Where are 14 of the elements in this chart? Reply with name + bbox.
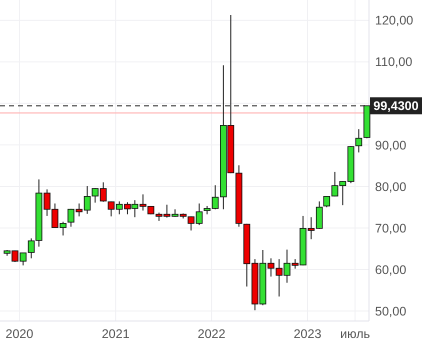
y-tick-label: 80,00	[375, 180, 406, 194]
y-tick-label: 110,00	[375, 55, 412, 70]
x-tick-label: 2023	[294, 327, 322, 341]
x-tick-label: 2021	[102, 327, 130, 341]
candlestick	[355, 128, 362, 153]
y-tick-label: 90,00	[375, 138, 406, 152]
y-tick-label: 50,00	[375, 304, 406, 318]
x-tick-label: 2020	[6, 327, 34, 341]
y-tick-label: 70,00	[375, 221, 406, 236]
ref-line-label: 99,4300	[373, 99, 419, 114]
x-tick-label: 2022	[198, 327, 226, 341]
x-tick-label: июль	[340, 327, 370, 341]
y-tick-label: 60,00	[375, 262, 406, 277]
y-tick-label: 120,00	[375, 14, 414, 28]
